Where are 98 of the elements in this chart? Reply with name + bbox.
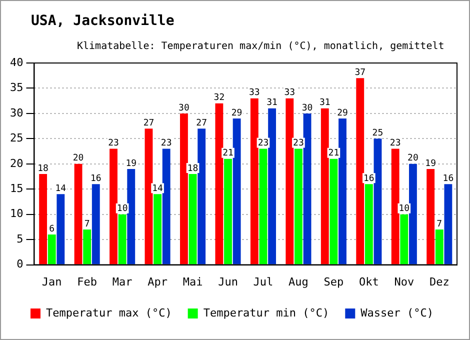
chart-title: USA, Jacksonville	[31, 13, 174, 29]
y-tick-label: 25	[10, 132, 24, 145]
bar	[92, 184, 100, 264]
bar	[232, 118, 241, 264]
data-label: 25	[372, 128, 384, 139]
data-label: 14	[55, 184, 66, 194]
y-tick-label: 5	[16, 232, 24, 246]
data-label: 14	[152, 184, 163, 194]
data-label: 33	[284, 88, 296, 98]
bar	[286, 98, 294, 264]
data-label: 16	[90, 174, 102, 184]
y-tick-label: 0	[16, 258, 24, 271]
data-label: 23	[293, 138, 304, 149]
y-tick-label: 40	[10, 56, 24, 69]
bar	[162, 148, 170, 264]
data-label: 19	[126, 158, 137, 169]
bar	[56, 194, 65, 264]
bar	[294, 148, 302, 264]
bar	[74, 164, 82, 264]
bar	[374, 138, 382, 264]
bar	[409, 164, 417, 264]
x-tick-label: Jan	[42, 275, 62, 288]
data-label: 37	[354, 68, 366, 78]
data-label: 23	[160, 138, 172, 149]
y-tick-label: 10	[10, 207, 24, 220]
bar	[444, 184, 452, 264]
x-tick-label: Dez	[429, 275, 450, 288]
data-label: 29	[231, 108, 242, 118]
data-label: 7	[84, 219, 90, 230]
x-tick-label: Mar	[112, 275, 133, 288]
data-label: 10	[398, 204, 410, 214]
bar	[180, 113, 188, 264]
bar	[127, 168, 136, 264]
bar	[356, 78, 364, 264]
legend-label: Wasser (°C)	[360, 306, 434, 320]
x-tick-label: Mai	[182, 275, 203, 288]
bar	[303, 113, 312, 264]
data-label: 16	[442, 174, 454, 184]
x-tick-label: Aug	[288, 275, 308, 288]
data-label: 16	[364, 174, 374, 184]
data-label: 31	[266, 98, 278, 108]
data-label: 10	[116, 204, 128, 214]
data-label: 30	[178, 103, 190, 114]
data-label: 23	[258, 138, 269, 149]
bar	[426, 168, 435, 264]
x-tick-label: Nov	[394, 275, 414, 288]
legend-label: Temperatur max (°C)	[46, 306, 172, 320]
data-label: 27	[143, 118, 154, 128]
data-label: 21	[222, 148, 234, 159]
data-label: 20	[408, 154, 418, 164]
x-tick-label: Sep	[324, 275, 344, 288]
data-label: 18	[187, 164, 198, 174]
data-label: 31	[319, 98, 330, 108]
data-label: 33	[249, 88, 260, 98]
y-tick-label: 35	[10, 81, 24, 94]
y-tick-label: 30	[10, 106, 24, 120]
data-label: 32	[214, 93, 225, 104]
bar	[435, 229, 444, 264]
bar	[330, 158, 338, 264]
data-label: 27	[196, 118, 208, 128]
data-label: 20	[72, 154, 84, 164]
bar	[259, 148, 268, 264]
bar	[391, 148, 400, 264]
data-label: 29	[337, 108, 348, 118]
bar	[224, 158, 232, 264]
bar	[118, 214, 126, 264]
chart-subtitle: Klimatabelle: Temperaturen max/min (°C), monatlich, gemittelt	[77, 41, 444, 52]
bar	[39, 174, 48, 264]
bar	[48, 234, 56, 264]
data-label: 21	[328, 148, 340, 159]
bar	[364, 184, 373, 264]
bar	[154, 194, 162, 264]
bar	[268, 108, 276, 264]
bar	[400, 214, 408, 264]
x-tick-label: Jun	[218, 275, 238, 288]
bar	[250, 98, 258, 264]
data-label: 23	[390, 138, 401, 149]
data-label: 6	[49, 224, 55, 234]
x-tick-label: Okt	[358, 275, 379, 288]
bar	[188, 174, 197, 264]
bar	[215, 103, 224, 264]
data-label: 23	[108, 138, 119, 149]
bar	[198, 128, 206, 264]
x-tick-label: Jul	[253, 275, 274, 288]
bar	[83, 229, 92, 264]
data-label: 19	[425, 158, 436, 169]
bar	[110, 148, 118, 264]
bar	[144, 128, 153, 264]
data-label: 30	[302, 103, 313, 114]
bar	[320, 108, 329, 264]
data-label: 18	[38, 164, 48, 174]
y-tick-label: 15	[10, 182, 24, 195]
x-tick-label: Apr	[148, 275, 168, 288]
y-tick-label: 20	[10, 156, 24, 170]
legend-label: Temperatur min (°C)	[203, 306, 330, 320]
data-label: 7	[436, 219, 442, 230]
x-tick-label: Feb	[77, 275, 98, 288]
bar	[338, 118, 346, 264]
